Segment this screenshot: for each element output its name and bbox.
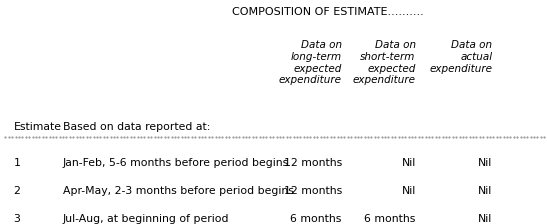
Text: Nil: Nil	[478, 158, 492, 168]
Text: Nil: Nil	[478, 214, 492, 224]
Text: Nil: Nil	[401, 158, 416, 168]
Text: Data on
long-term
expected
expenditure: Data on long-term expected expenditure	[279, 40, 342, 85]
Text: 6 months: 6 months	[290, 214, 342, 224]
Text: Data on
short-term
expected
expenditure: Data on short-term expected expenditure	[353, 40, 416, 85]
Text: Apr-May, 2-3 months before period begins: Apr-May, 2-3 months before period begins	[63, 186, 294, 196]
Text: 3: 3	[14, 214, 21, 224]
Text: COMPOSITION OF ESTIMATE..........: COMPOSITION OF ESTIMATE..........	[232, 7, 424, 17]
Text: 6 months: 6 months	[364, 214, 416, 224]
Text: 1: 1	[14, 158, 21, 168]
Text: Nil: Nil	[401, 186, 416, 196]
Text: 12 months: 12 months	[284, 158, 342, 168]
Text: Nil: Nil	[478, 186, 492, 196]
Text: 12 months: 12 months	[284, 186, 342, 196]
Text: Jan-Feb, 5-6 months before period begins: Jan-Feb, 5-6 months before period begins	[63, 158, 289, 168]
Text: Jul-Aug, at beginning of period: Jul-Aug, at beginning of period	[63, 214, 229, 224]
Text: Based on data reported at:: Based on data reported at:	[63, 122, 210, 132]
Text: Estimate: Estimate	[14, 122, 62, 132]
Text: Data on
actual
expenditure: Data on actual expenditure	[429, 40, 492, 73]
Text: 2: 2	[14, 186, 21, 196]
